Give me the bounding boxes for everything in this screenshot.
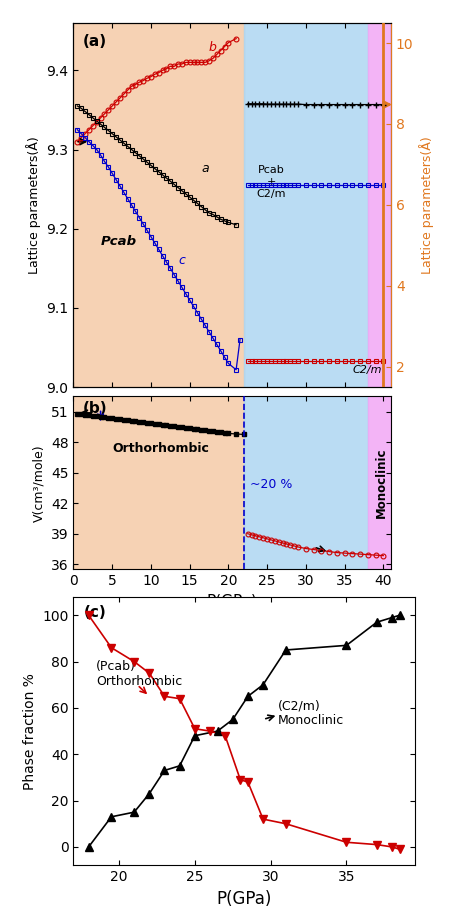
Text: (b): (b)	[83, 402, 108, 416]
Bar	[244, 23, 368, 387]
Text: Monoclinic: Monoclinic	[374, 447, 387, 518]
Text: C2/m: C2/m	[352, 365, 382, 375]
Y-axis label: Lattice parameters(Å): Lattice parameters(Å)	[26, 136, 41, 274]
Text: (Pcab)
Orthorhombic: (Pcab) Orthorhombic	[96, 660, 182, 688]
X-axis label: P(GPa): P(GPa)	[217, 890, 272, 908]
X-axis label: P(GPa): P(GPa)	[207, 594, 258, 609]
Text: b: b	[209, 40, 217, 54]
Text: ~20 %: ~20 %	[250, 478, 292, 491]
Bar	[73, 396, 244, 569]
Y-axis label: Phase fraction %: Phase fraction %	[23, 672, 36, 790]
Text: Pcab: Pcab	[100, 235, 137, 248]
Y-axis label: V(cm³/mole): V(cm³/mole)	[32, 444, 46, 522]
Text: (C2/m)
Monoclinic: (C2/m) Monoclinic	[278, 699, 345, 727]
Bar	[73, 23, 244, 387]
Y-axis label: Lattice parameters(Å): Lattice parameters(Å)	[419, 136, 434, 274]
Bar	[244, 396, 368, 569]
Text: c: c	[178, 254, 185, 268]
Bar	[368, 396, 391, 569]
Bar	[368, 23, 391, 387]
Text: Orthorhombic: Orthorhombic	[112, 442, 209, 456]
Text: Pcab
+
C2/m: Pcab + C2/m	[256, 166, 286, 199]
Text: a: a	[201, 162, 209, 175]
Text: (c): (c)	[84, 605, 107, 619]
Text: (a): (a)	[83, 34, 107, 48]
